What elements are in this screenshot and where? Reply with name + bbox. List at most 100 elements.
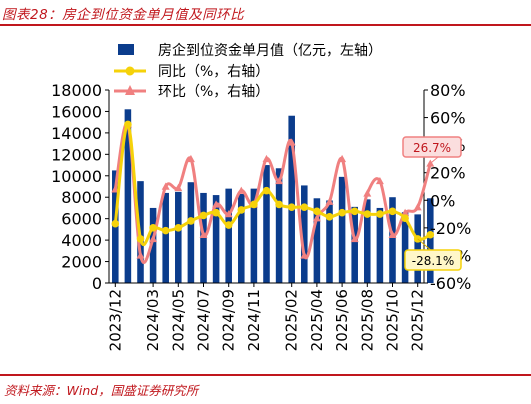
legend-swatch-yoy-marker <box>125 66 135 76</box>
callout-box-mom <box>402 136 462 158</box>
source-divider <box>0 374 531 376</box>
bar <box>175 191 182 283</box>
bar <box>187 182 195 283</box>
bar <box>313 198 321 283</box>
x-tick-label: 2025/10 <box>384 289 402 351</box>
bar <box>414 214 421 283</box>
x-tick-label: 2024/07 <box>195 289 213 351</box>
bar <box>200 192 207 283</box>
legend-label-yoy: 同比（%，右轴） <box>158 64 269 80</box>
mom-marker <box>237 186 246 194</box>
bar <box>149 207 157 283</box>
bar <box>376 207 384 283</box>
yoy-marker <box>262 186 271 195</box>
yoy-marker <box>187 217 195 225</box>
mom-marker <box>262 154 271 163</box>
yoy-marker <box>287 203 296 211</box>
mom-marker <box>300 251 309 259</box>
left-tick-label: 8000 <box>61 188 102 207</box>
bar <box>288 115 295 283</box>
yoy-marker <box>212 208 220 217</box>
right-tick-label: 80% <box>430 81 466 100</box>
legend-label-mom: 环比（%，右轴） <box>158 84 269 100</box>
chart-title: 图表28：房企到位资金单月值及同环比 <box>2 7 245 23</box>
x-tick-label: 2024/11 <box>245 289 263 351</box>
x-tick-label: 2023/12 <box>106 289 124 351</box>
mom-line <box>113 121 432 265</box>
mom-marker <box>312 214 321 222</box>
yoy-marker <box>224 221 233 229</box>
mom-marker <box>199 230 208 238</box>
yoy-marker <box>174 224 183 232</box>
yoy-marker <box>250 200 258 209</box>
yoy-marker <box>237 206 246 214</box>
callout-label-mom: 26.7% <box>413 141 451 155</box>
left-tick-label: 16000 <box>51 102 102 121</box>
x-tick-label: 2025/12 <box>409 289 427 351</box>
title-divider <box>0 24 531 26</box>
mom-marker <box>287 138 296 146</box>
mom-marker <box>174 183 183 192</box>
bar <box>238 194 245 283</box>
bar <box>338 176 346 283</box>
mom-marker <box>388 230 397 238</box>
bar <box>250 188 258 283</box>
yoy-marker <box>161 226 170 235</box>
bar <box>389 197 396 283</box>
yoy-marker <box>325 213 334 221</box>
callout-box-yoy <box>404 249 462 271</box>
bar <box>351 206 358 283</box>
x-tick-label: 2024/05 <box>169 289 187 351</box>
yoy-marker <box>338 208 346 217</box>
yoy-marker <box>426 230 435 239</box>
x-tick-label: 2024/09 <box>220 289 238 351</box>
mom-marker <box>212 200 221 208</box>
yoy-marker <box>136 235 145 243</box>
yoy-marker <box>124 120 132 129</box>
mom-marker <box>338 154 347 163</box>
bar <box>427 198 434 283</box>
bar <box>326 200 333 283</box>
x-tick-label: 2025/04 <box>308 289 326 351</box>
left-tick-label: 14000 <box>51 124 102 143</box>
yoy-marker <box>388 207 397 216</box>
bar <box>364 199 371 283</box>
mom-marker <box>136 251 145 259</box>
yoy-marker <box>313 207 321 216</box>
callout-label-yoy: -28.1% <box>412 254 454 268</box>
mom-marker <box>224 210 233 218</box>
right-tick-label: 0% <box>430 191 455 210</box>
mom-marker <box>413 203 422 211</box>
left-tick-label: 10000 <box>51 167 102 186</box>
left-tick-label: 2000 <box>61 253 102 272</box>
yoy-marker <box>350 207 359 216</box>
yoy-marker <box>363 210 372 218</box>
mom-marker <box>275 176 284 185</box>
right-tick-label: 20% <box>430 164 466 183</box>
yoy-marker <box>376 210 384 218</box>
mom-marker <box>325 197 334 205</box>
line-series <box>111 120 435 265</box>
yoy-marker <box>199 211 208 220</box>
bar <box>212 195 220 283</box>
source-note: 资料来源：Wind，国盛证券研究所 <box>4 383 199 398</box>
legend-swatch-bar <box>118 44 134 55</box>
left-tick-label: 4000 <box>61 231 102 250</box>
legend-label-bar: 房企到位资金单月值（亿元，左轴） <box>158 42 382 59</box>
left-tick-label: 18000 <box>51 81 102 100</box>
x-tick-label: 2025/06 <box>333 289 351 351</box>
x-tick-label: 2025/02 <box>283 289 301 351</box>
mom-marker <box>161 182 170 190</box>
right-tick-label: -60% <box>430 274 471 293</box>
callouts: 26.7% -28.1% <box>402 136 462 271</box>
yoy-marker <box>111 219 120 228</box>
right-tick-label: -20% <box>430 219 471 238</box>
bar <box>401 212 409 283</box>
bar <box>225 188 232 283</box>
mom-marker <box>401 208 410 216</box>
yoy-marker <box>300 203 309 211</box>
mom-marker <box>350 234 359 243</box>
mom-marker <box>363 189 372 197</box>
yoy-marker <box>401 214 409 223</box>
